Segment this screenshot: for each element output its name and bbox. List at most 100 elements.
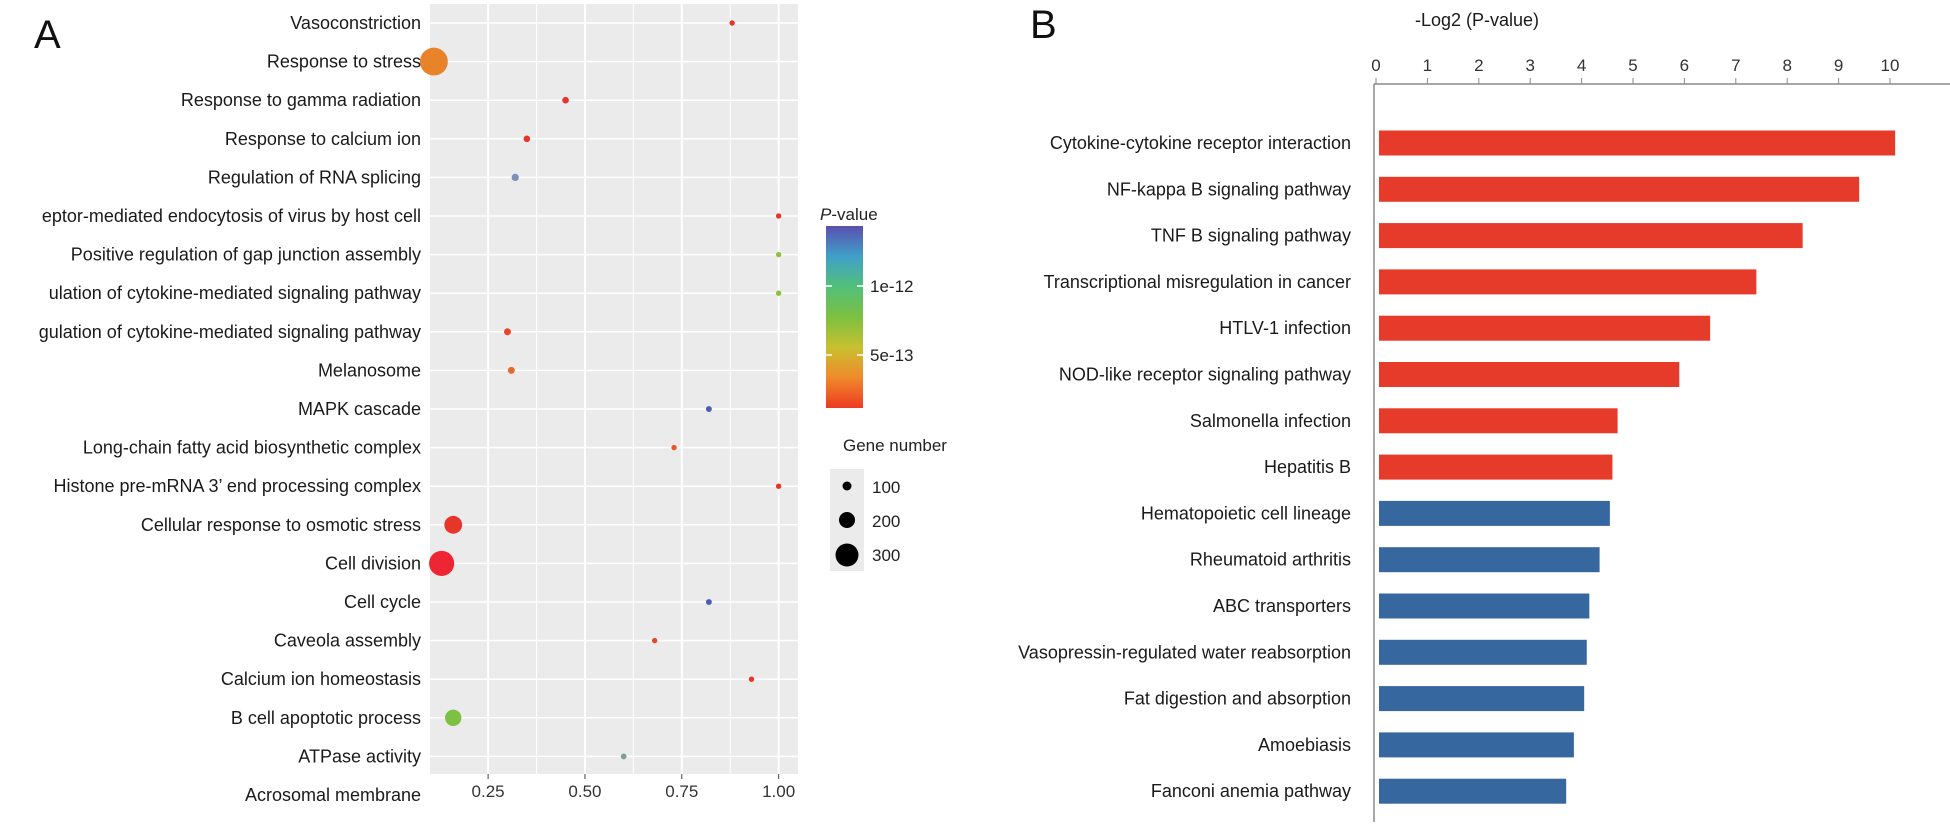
- size-legend-dot: [839, 512, 855, 528]
- size-legend-dot: [835, 543, 859, 567]
- data-point: [775, 483, 782, 489]
- y-category-label: Vasopressin-regulated water reabsorption: [1018, 642, 1351, 662]
- p-value-legend-title: P-value: [820, 205, 878, 224]
- y-category-label: Hepatitis B: [1264, 457, 1351, 477]
- y-category-label: B cell apoptotic process: [231, 708, 421, 728]
- data-point: [444, 515, 463, 534]
- data-points: [419, 20, 782, 760]
- data-point: [620, 753, 627, 760]
- y-category-label: Transcriptional misregulation in cancer: [1044, 272, 1351, 292]
- y-category-label: Cell cycle: [344, 592, 421, 612]
- x-tick-label: 1.00: [762, 782, 795, 801]
- gene-number-legend: Gene number 100 200 300: [830, 436, 947, 571]
- x-tick-label: 0.50: [568, 782, 601, 801]
- data-point: [775, 251, 782, 258]
- x-tick-label: 1: [1423, 56, 1432, 75]
- panel-b-letter: B: [1030, 3, 1057, 47]
- data-point: [775, 290, 782, 296]
- y-category-label: ABC transporters: [1213, 596, 1351, 616]
- bar: [1379, 362, 1680, 387]
- y-category-label: Salmonella infection: [1190, 411, 1351, 431]
- bar: [1379, 176, 1860, 202]
- x-tick-label: 5: [1628, 56, 1637, 75]
- data-point: [671, 444, 677, 451]
- y-category-label: Fat digestion and absorption: [1124, 689, 1351, 709]
- bar: [1379, 130, 1896, 156]
- x-axis-ticks: 0.25 0.50 0.75 1.00: [472, 774, 795, 801]
- p-value-tick-label: 5e-13: [870, 346, 913, 365]
- y-category-label: ATPase activity: [298, 746, 421, 766]
- y-category-label: Fanconi anemia pathway: [1151, 781, 1351, 801]
- size-legend-label: 200: [872, 512, 900, 531]
- y-category-label: Amoebiasis: [1258, 735, 1351, 755]
- y-category-label: Cellular response to osmotic stress: [141, 515, 421, 535]
- bar: [1379, 686, 1585, 712]
- y-category-label: ulation of cytokine-mediated signaling p…: [49, 283, 421, 303]
- bars: [1379, 130, 1896, 804]
- data-point: [419, 47, 448, 76]
- data-point: [705, 406, 712, 412]
- y-axis-labels: Cytokine-cytokine receptor interaction NF…: [1018, 133, 1351, 801]
- x-tick-label: 7: [1731, 56, 1740, 75]
- panel-a: A Vasoconstriction Response to stress Resp…: [34, 4, 947, 805]
- data-point: [775, 213, 782, 219]
- y-category-label: Vasoconstriction: [290, 13, 421, 33]
- y-category-label: Melanosome: [318, 360, 421, 380]
- x-tick-label: 9: [1834, 56, 1843, 75]
- y-category-label: Hematopoietic cell lineage: [1141, 503, 1351, 523]
- y-category-label: gulation of cytokine-mediated signaling …: [39, 322, 421, 342]
- size-legend-label: 300: [872, 546, 900, 565]
- bar: [1379, 593, 1590, 619]
- data-point: [507, 366, 515, 374]
- panel-b: B -Log2 (P-value) 0 1 2 3 4 5 6 7 8 9 10 Cytokine-…: [1018, 3, 1950, 822]
- y-category-label: Calcium ion homeostasis: [221, 669, 421, 689]
- x-tick-label: 2: [1474, 56, 1483, 75]
- p-value-tick-label: 1e-12: [870, 277, 913, 296]
- bar: [1379, 408, 1618, 434]
- y-category-label: Response to stress: [267, 52, 421, 72]
- x-tick-label: 3: [1525, 56, 1534, 75]
- chart-b-axis-title: -Log2 (P-value): [1415, 10, 1539, 30]
- x-tick-label: 10: [1881, 56, 1900, 75]
- data-point: [445, 709, 462, 726]
- data-point: [729, 20, 735, 26]
- x-tick-label: 8: [1782, 56, 1791, 75]
- gene-number-legend-title: Gene number: [843, 436, 947, 455]
- data-point: [651, 637, 658, 644]
- data-point: [562, 96, 569, 104]
- panel-a-letter: A: [34, 13, 61, 57]
- p-value-legend: P-value 1e-12 5e-13: [820, 205, 913, 408]
- y-category-label: Rheumatoid arthritis: [1190, 550, 1351, 570]
- bar: [1379, 778, 1567, 804]
- data-point: [429, 550, 455, 576]
- y-category-label: MAPK cascade: [298, 399, 421, 419]
- size-legend-label: 100: [872, 478, 900, 497]
- x-tick-label: 0.25: [472, 782, 505, 801]
- y-category-label: Regulation of RNA splicing: [208, 167, 421, 187]
- bar: [1379, 269, 1757, 295]
- plot-background: [430, 4, 798, 774]
- y-category-label: TNF B signaling pathway: [1151, 226, 1351, 246]
- y-axis-labels: Vasoconstriction Response to stress Respon…: [39, 13, 421, 805]
- bar: [1379, 500, 1610, 526]
- y-category-label: Positive regulation of gap junction asse…: [71, 245, 421, 265]
- grid-lines: [430, 4, 798, 796]
- bar: [1379, 639, 1587, 665]
- x-tick-label: 0: [1371, 56, 1380, 75]
- data-point: [705, 599, 712, 605]
- data-point: [523, 135, 531, 143]
- data-point: [503, 328, 511, 336]
- y-category-label: eptor-mediated endocytosis of virus by h…: [42, 206, 421, 226]
- x-tick-label: 6: [1680, 56, 1689, 75]
- y-category-label: HTLV-1 infection: [1219, 318, 1351, 338]
- y-category-label: Histone pre-mRNA 3’ end processing compl…: [54, 476, 422, 496]
- y-category-label: Cell division: [325, 553, 421, 573]
- y-category-label: NF-kappa B signaling pathway: [1107, 179, 1351, 199]
- data-point: [511, 173, 519, 182]
- p-value-colorbar: [826, 226, 863, 408]
- y-category-label: NOD-like receptor signaling pathway: [1059, 365, 1351, 385]
- x-tick-label: 4: [1577, 56, 1586, 75]
- y-category-label: Acrosomal membrane: [245, 785, 421, 805]
- data-point: [748, 676, 755, 682]
